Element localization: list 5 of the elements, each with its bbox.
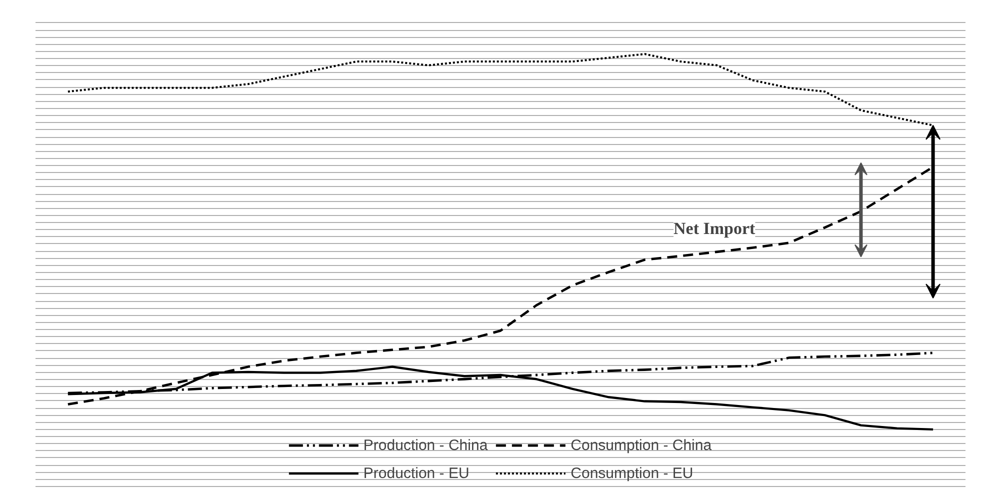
legend-label: Consumption - EU bbox=[570, 464, 694, 482]
annotation: Net Import bbox=[674, 218, 756, 238]
legend-label: Production - EU bbox=[363, 464, 470, 482]
legend-label: Consumption - China bbox=[570, 436, 712, 454]
legend-label: Production - China bbox=[363, 436, 488, 454]
